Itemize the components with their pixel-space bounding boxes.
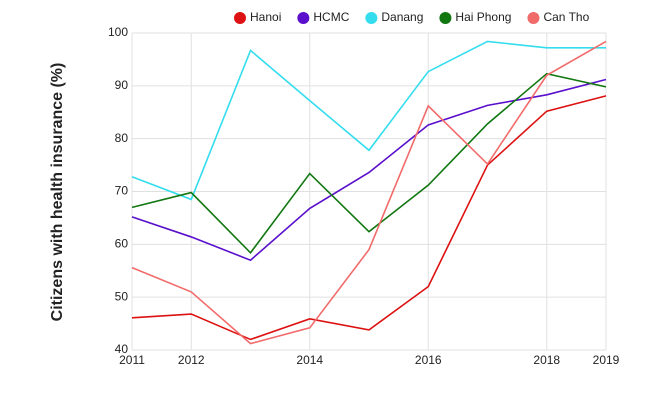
y-tick-label: 80 — [115, 131, 129, 145]
y-tick-label: 100 — [108, 25, 128, 39]
x-tick-label: 2018 — [533, 353, 560, 367]
x-tick-label: 2011 — [119, 353, 145, 367]
legend-marker — [297, 12, 310, 24]
legend-marker — [365, 12, 378, 24]
legend-label: Can Tho — [543, 10, 589, 24]
legend-label: Hai Phong — [455, 10, 511, 24]
series-line — [131, 78, 607, 262]
legend-label: Danang — [381, 10, 423, 24]
legend-marker — [234, 12, 246, 24]
y-tick-label: 70 — [115, 184, 129, 198]
y-tick-label: 90 — [115, 78, 129, 92]
legend-marker — [439, 12, 452, 24]
x-tick-label: 2012 — [178, 353, 205, 367]
series-line — [131, 72, 607, 255]
legend-label: Hanoi — [250, 10, 281, 24]
x-tick-label: 2016 — [415, 353, 442, 367]
series-line — [131, 40, 607, 345]
legend-label: HCMC — [313, 10, 349, 24]
legend-marker — [527, 12, 540, 24]
x-tick-label: 2014 — [296, 353, 323, 367]
x-tick-label: 2019 — [593, 353, 620, 367]
y-axis-label: Citizens with health insurance (%) — [49, 63, 66, 322]
y-tick-label: 60 — [115, 237, 129, 251]
y-tick-label: 40 — [115, 342, 129, 356]
series-line — [131, 95, 607, 341]
series-line — [131, 40, 606, 201]
y-tick-label: 50 — [115, 289, 129, 303]
